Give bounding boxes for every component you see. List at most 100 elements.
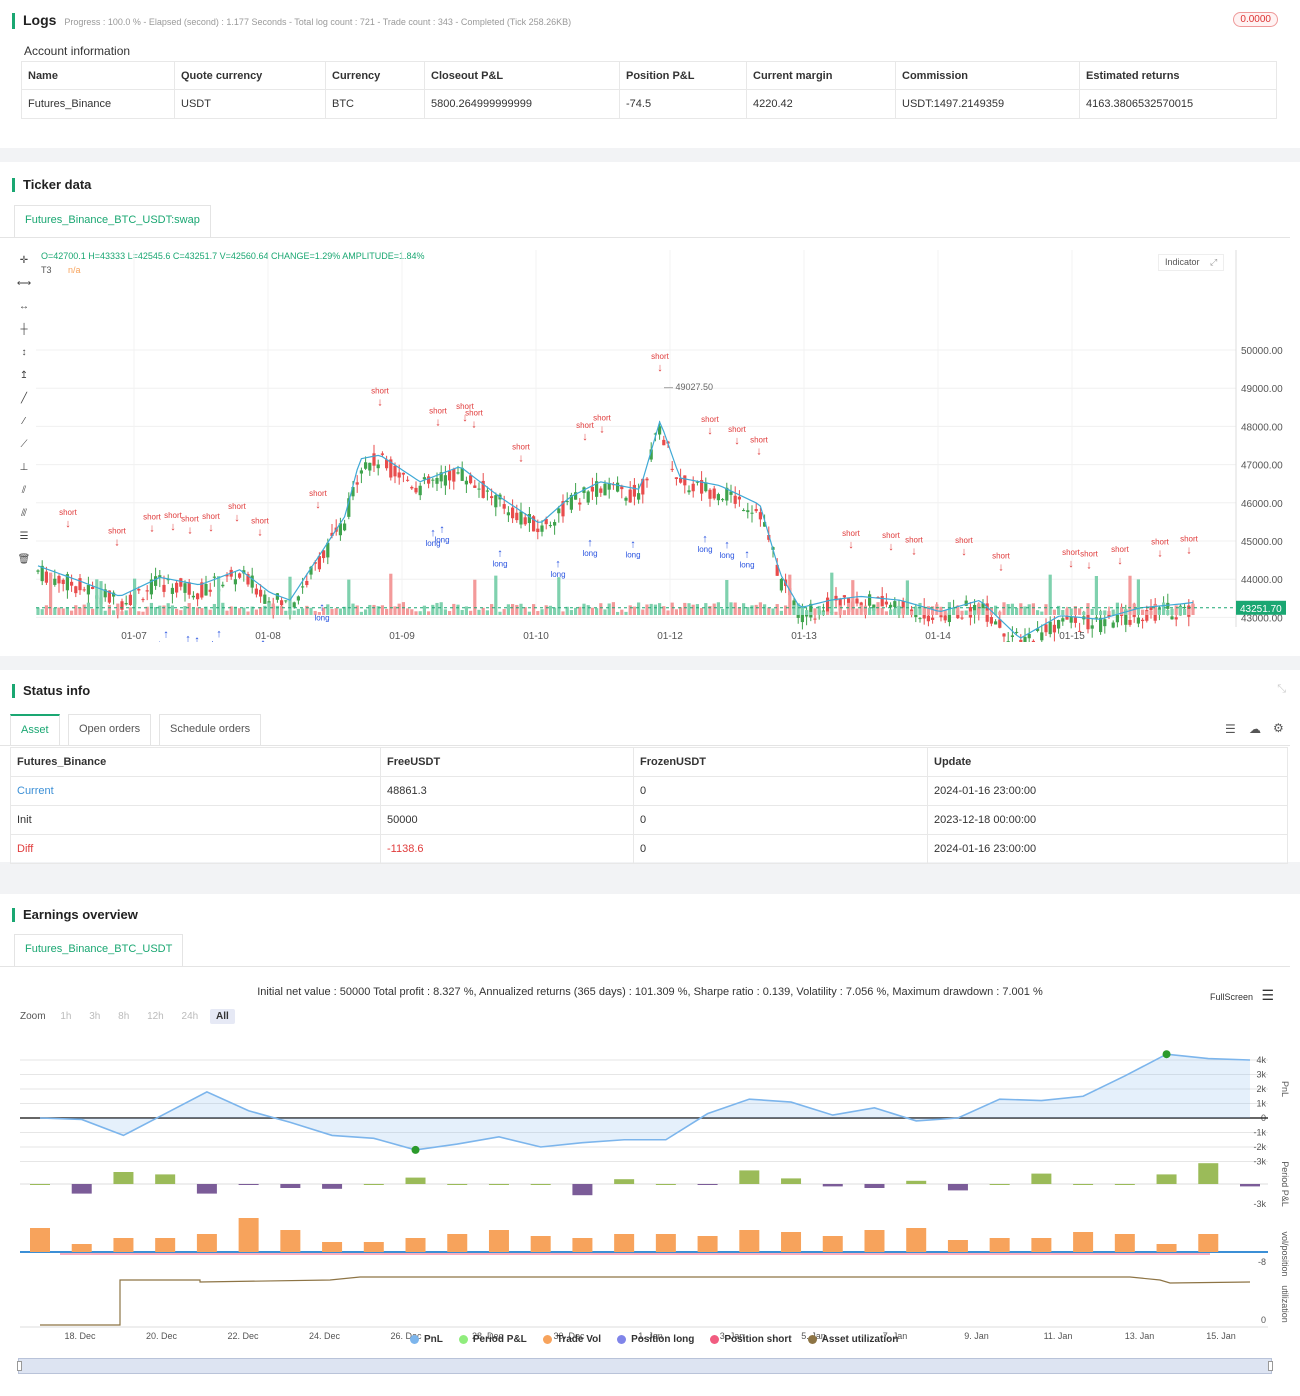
legend-pnl[interactable]: PnL — [410, 1334, 443, 1345]
volume-bar — [792, 605, 796, 615]
earnings-tab[interactable]: Futures_Binance_BTC_USDT — [14, 934, 184, 966]
volume-bar — [477, 609, 481, 615]
volume-bar — [1178, 606, 1182, 615]
delete-drawings-icon[interactable]: 🗑 — [17, 554, 31, 565]
navigator-right-handle[interactable] — [1268, 1361, 1273, 1371]
tab-asset[interactable]: Asset — [10, 714, 60, 745]
vertical-ray-icon[interactable]: ↥ — [19, 370, 29, 381]
legend-long[interactable]: Position long — [617, 1334, 694, 1345]
legend-util[interactable]: Asset utilization — [807, 1334, 898, 1345]
volume-bar — [485, 610, 489, 615]
volume-bar — [632, 606, 636, 615]
period-pnl-bar — [739, 1170, 760, 1184]
menu-icon[interactable]: ☰ — [1261, 987, 1275, 1003]
candle-body — [158, 575, 162, 578]
vertical-line-icon[interactable]: ┼ — [20, 324, 28, 335]
volume-bar — [191, 607, 195, 615]
volume-bar — [637, 602, 641, 615]
fib-retracement-icon[interactable]: ☰ — [19, 531, 29, 542]
vertical-segment-icon[interactable]: ↕ — [21, 347, 27, 358]
expand-icon[interactable]: ⤢ — [1210, 257, 1218, 267]
long-arrow-icon: ↑ — [185, 633, 191, 642]
volume-bar — [1170, 608, 1174, 615]
volume-bar — [607, 603, 611, 615]
settings-gear-icon[interactable]: ⚙ — [1273, 721, 1284, 735]
trend-line-icon[interactable]: ╱ — [20, 393, 28, 404]
volume-bar — [956, 605, 960, 615]
short-signal-label: short — [842, 529, 861, 538]
zoom-3h[interactable]: 3h — [89, 1011, 101, 1022]
volume-bar — [233, 606, 237, 615]
volume-bar — [120, 611, 124, 615]
volume-bar — [208, 609, 212, 615]
navigator-left-handle[interactable] — [17, 1361, 22, 1371]
candle-body — [855, 598, 859, 604]
horizontal-line-icon[interactable]: ↔ — [19, 301, 29, 312]
candle-body — [561, 501, 565, 517]
indicator-button[interactable]: Indicator ⤢ — [1158, 254, 1225, 271]
volume-bar — [548, 605, 552, 615]
collapse-icon[interactable]: ⤡ — [1277, 683, 1286, 695]
parallel-channel-icon[interactable]: ⫽ — [21, 485, 27, 496]
volume-bar — [586, 605, 590, 615]
cloud-icon[interactable]: ☁ — [1249, 722, 1261, 736]
candle-body — [359, 470, 363, 474]
earnings-x-tick: 11. Jan — [1044, 1331, 1073, 1341]
crosshair-tool-icon[interactable]: ✛ — [19, 255, 29, 266]
extended-line-icon[interactable]: ⟋ — [20, 439, 28, 450]
volume-bar — [645, 604, 649, 615]
trade-vol-bar — [739, 1230, 760, 1252]
fib-channel-icon[interactable]: ⫻ — [21, 508, 27, 519]
zoom-12h[interactable]: 12h — [147, 1011, 164, 1022]
candle-body — [284, 600, 288, 602]
legend-short[interactable]: Position short — [710, 1334, 792, 1345]
tab-open-orders[interactable]: Open orders — [68, 714, 152, 745]
earnings-x-tick: 24. Dec — [309, 1331, 341, 1341]
fullscreen-button[interactable]: FullScreen ☰ — [1210, 987, 1274, 1004]
short-arrow-icon: ↓ — [114, 537, 120, 549]
candle-body — [931, 617, 935, 620]
candle-body — [826, 597, 830, 614]
candle-body — [128, 594, 132, 606]
volume-bar — [574, 607, 578, 615]
candle-body — [1027, 633, 1031, 639]
zoom-label: Zoom — [20, 1011, 46, 1022]
legend-period[interactable]: Period P&L — [458, 1334, 527, 1345]
pnl-tick-label: -2k — [1253, 1142, 1266, 1152]
volume-bar — [355, 605, 359, 615]
ticker-tab[interactable]: Futures_Binance_BTC_USDT:swap — [14, 205, 211, 237]
candle-body — [1166, 602, 1170, 609]
volume-bar — [960, 610, 964, 615]
zoom-all[interactable]: All — [210, 1009, 235, 1024]
tab-schedule-orders[interactable]: Schedule orders — [159, 714, 262, 745]
cell-frozen: 0 — [633, 776, 928, 806]
long-signal-label: long — [314, 614, 329, 623]
zoom-8h[interactable]: 8h — [118, 1011, 130, 1022]
candle-body — [733, 495, 737, 504]
price-range-icon[interactable]: ⊥ — [19, 462, 29, 473]
candle-body — [876, 596, 880, 598]
candle-body — [901, 601, 905, 614]
list-view-icon[interactable]: ☰ — [1225, 722, 1236, 736]
ray-line-icon[interactable]: ⁄ — [23, 416, 25, 427]
volume-bar — [540, 609, 544, 615]
zoom-24h[interactable]: 24h — [181, 1011, 199, 1022]
legend-vol[interactable]: Trade Vol — [542, 1334, 601, 1345]
volume-bar — [86, 602, 90, 615]
candle-body — [460, 467, 464, 481]
range-navigator[interactable] — [17, 1358, 1273, 1374]
volume-bar — [926, 606, 930, 615]
ticker-tab-underline — [0, 237, 1290, 238]
candle-body — [716, 494, 720, 501]
volume-bar — [229, 606, 233, 615]
short-arrow-icon: ↓ — [1157, 547, 1163, 559]
candle-body — [569, 494, 573, 510]
zoom-1h[interactable]: 1h — [60, 1011, 72, 1022]
legend-util-dot — [807, 1335, 817, 1344]
time-tick-label: 01-09 — [389, 631, 415, 642]
short-arrow-icon: ↓ — [377, 396, 383, 408]
candle-body — [595, 481, 599, 497]
period-pnl-bar — [155, 1174, 176, 1184]
horizontal-ray-icon[interactable]: ⟷ — [16, 278, 32, 289]
legend-vol-dot — [542, 1335, 552, 1344]
